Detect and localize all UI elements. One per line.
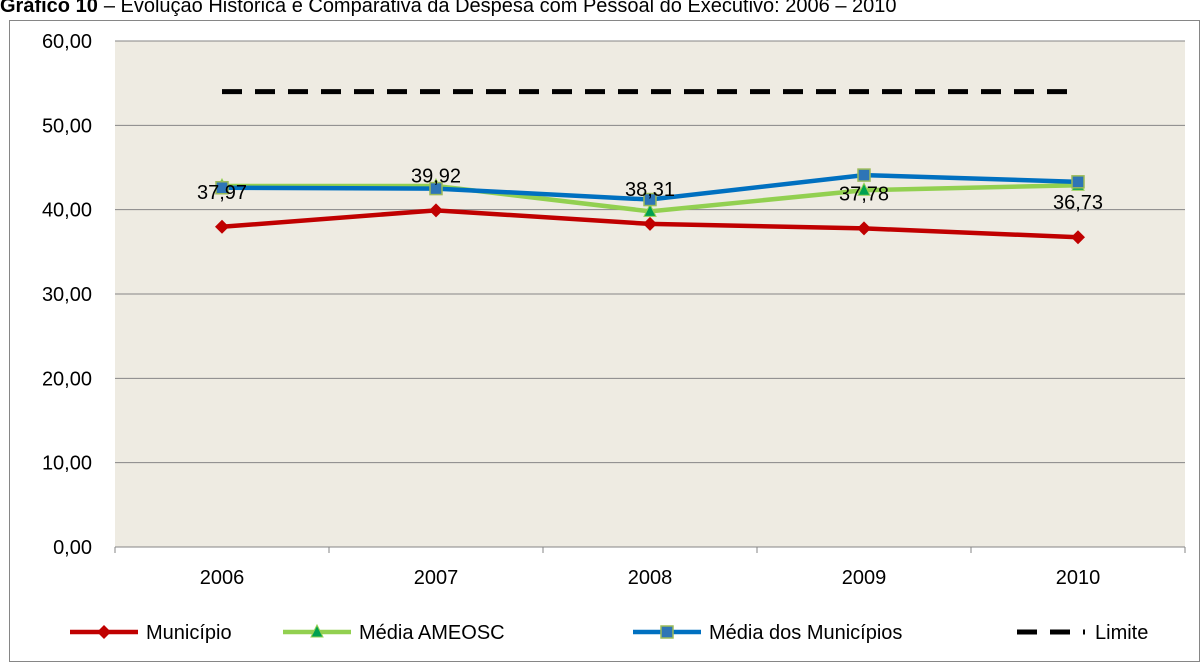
marker: [643, 216, 657, 231]
marker: [857, 221, 871, 236]
title-rest: – Evolução Histórica e Comparativa da De…: [104, 0, 897, 17]
marker: [857, 168, 871, 182]
x-tick-label: 2007: [414, 567, 459, 589]
y-tick-label: 10,00: [42, 453, 92, 475]
chart-title: Gráfico 10 – Evolução Histórica e Compara…: [0, 0, 897, 17]
y-tick-label: 40,00: [42, 200, 92, 222]
marker: [215, 219, 229, 234]
marker: [429, 181, 443, 196]
y-tick-label: 60,00: [42, 31, 92, 53]
legend-label: Média dos Municípios: [709, 622, 902, 644]
marker: [97, 625, 111, 639]
marker: [643, 203, 657, 217]
marker: [310, 623, 324, 638]
marker: [429, 203, 443, 218]
legend-label: Limite: [1095, 622, 1148, 644]
marker: [857, 182, 871, 196]
data-label: 36,73: [1053, 192, 1103, 214]
marker: [1071, 230, 1085, 245]
marker: [215, 180, 229, 195]
x-tick-label: 2008: [628, 567, 673, 589]
title-prefix: Gráfico 10: [0, 0, 98, 17]
y-tick-label: 30,00: [42, 284, 92, 306]
legend-label: Município: [146, 622, 232, 644]
legend-label: Média AMEOSC: [359, 622, 505, 644]
y-tick-label: 0,00: [53, 537, 92, 559]
data-label: 39,92: [411, 165, 461, 187]
x-tick-label: 2010: [1056, 567, 1101, 589]
y-tick-label: 20,00: [42, 368, 92, 390]
marker: [1071, 175, 1085, 189]
marker: [660, 625, 674, 639]
x-tick-label: 2006: [200, 567, 245, 589]
marker: [643, 192, 657, 207]
data-label: 37,97: [197, 182, 247, 204]
x-tick-label: 2009: [842, 567, 887, 589]
data-label: 38,31: [625, 179, 675, 201]
data-label: 37,78: [839, 183, 889, 205]
y-tick-label: 50,00: [42, 115, 92, 137]
